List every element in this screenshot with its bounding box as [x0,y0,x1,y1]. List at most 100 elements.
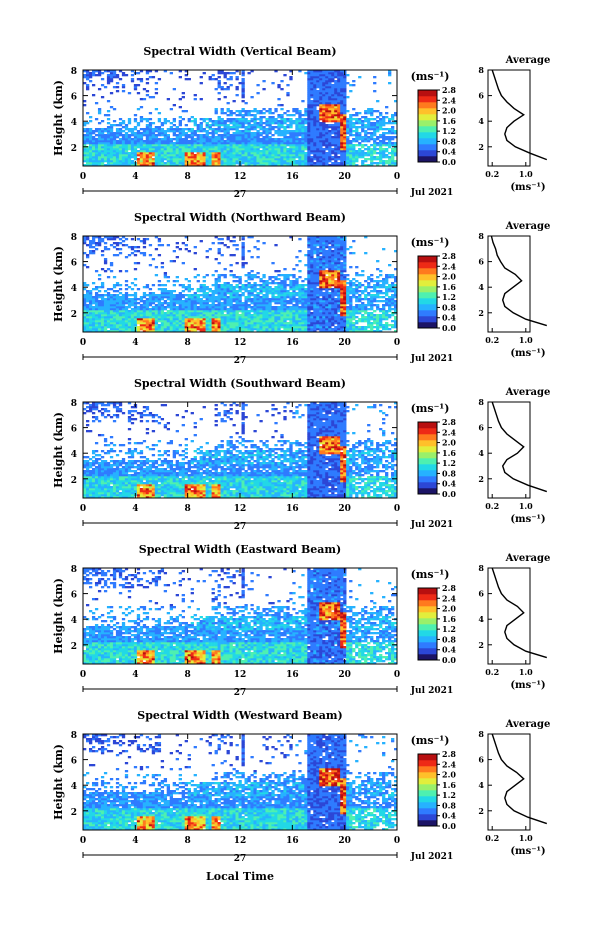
heatmap-cell [325,84,329,87]
heatmap-cell [83,104,87,107]
heatmap-cell [148,126,153,129]
heatmap-cell [346,162,350,165]
heatmap-cell [91,242,96,245]
heatmap-cell [268,314,272,317]
heatmap-cell [229,286,233,289]
heatmap-cell [328,136,332,139]
heatmap-cell [133,120,138,123]
heatmap-cell [271,282,275,285]
heatmap-cell [394,114,398,117]
heatmap-cell [289,308,293,311]
heatmap-cell [235,88,239,91]
heatmap-cell [307,300,311,303]
heatmap-cell [313,88,317,91]
heatmap-cell [205,164,209,167]
heatmap-cell [235,94,239,97]
heatmap-cell [310,132,314,135]
heatmap-cell [307,270,311,273]
heatmap-cell [190,142,194,145]
heatmap-cell [286,130,290,133]
heatmap-cell [388,136,392,139]
heatmap-cell [250,110,254,113]
heatmap-cell [310,286,314,289]
heatmap-cell [136,250,141,253]
heatmap-cell [376,136,380,139]
heatmap-cell [184,248,188,251]
heatmap-cell [331,142,335,145]
heatmap-cell [142,330,147,333]
heatmap-cell [289,328,293,331]
heatmap-cell [88,318,93,321]
heatmap-cell [223,298,227,301]
heatmap-cell [265,304,269,307]
heatmap-cell [100,78,105,81]
heatmap-cell [295,300,299,303]
heatmap-cell [91,236,96,239]
heatmap-cell [283,318,287,321]
heatmap-cell [235,148,239,151]
heatmap-cell [163,162,168,165]
heatmap-cell [163,122,168,125]
heatmap-cell [214,146,218,149]
heatmap-cell [106,100,111,103]
heatmap-cell [337,96,341,99]
heatmap-cell [346,142,350,145]
heatmap-cell [220,160,224,163]
heatmap-cell [319,74,323,77]
heatmap-cell [121,328,126,331]
heatmap-cell [280,280,284,283]
heatmap-cell [223,140,227,143]
heatmap-cell [163,276,168,279]
heatmap-cell [316,132,320,135]
heatmap-cell [325,146,329,149]
heatmap-cell [241,86,245,89]
heatmap-cell [238,118,242,121]
heatmap-cell [280,158,284,161]
heatmap-cell [391,138,395,141]
heatmap-cell [364,164,368,167]
heatmap-cell [133,294,138,297]
heatmap-cell [235,114,239,117]
heatmap-cell [328,130,332,133]
heatmap-cell [265,320,269,323]
heatmap-cell [307,78,311,81]
heatmap-cell [184,328,188,331]
heatmap-cell [85,134,90,137]
heatmap-cell [142,306,147,309]
heatmap-cell [157,284,162,287]
heatmap-cell [277,122,281,125]
heatmap-cell [310,240,314,243]
y-axis-label: Height (km) [52,80,65,156]
heatmap-cell [130,248,135,251]
heatmap-cell [253,144,257,147]
heatmap-cell [244,140,248,143]
heatmap-cell [274,288,278,291]
heatmap-cell [325,120,329,123]
heatmap-cell [244,128,248,131]
heatmap-cell [211,312,215,315]
heatmap-cell [304,138,308,141]
heatmap-cell [241,310,245,313]
heatmap-cell [241,100,245,103]
heatmap-cell [313,104,317,107]
heatmap-cell [295,284,299,287]
heatmap-cell [109,320,114,323]
heatmap-cell [109,326,114,329]
heatmap-cell [244,150,248,153]
heatmap-cell [211,316,215,319]
heatmap-cell [274,316,278,319]
heatmap-cell [340,146,344,149]
heatmap-cell [112,152,117,155]
heatmap-cell [322,138,326,141]
heatmap-cell [253,322,257,325]
heatmap-cell [274,162,278,165]
heatmap-cell [301,312,305,315]
heatmap-cell [235,122,239,125]
heatmap-cell [268,300,272,303]
heatmap-cell [106,156,111,159]
heatmap-cell [223,314,227,317]
heatmap-cell [319,108,323,111]
heatmap-cell [220,296,224,299]
heatmap-cell [322,156,326,159]
heatmap-cell [151,258,156,261]
